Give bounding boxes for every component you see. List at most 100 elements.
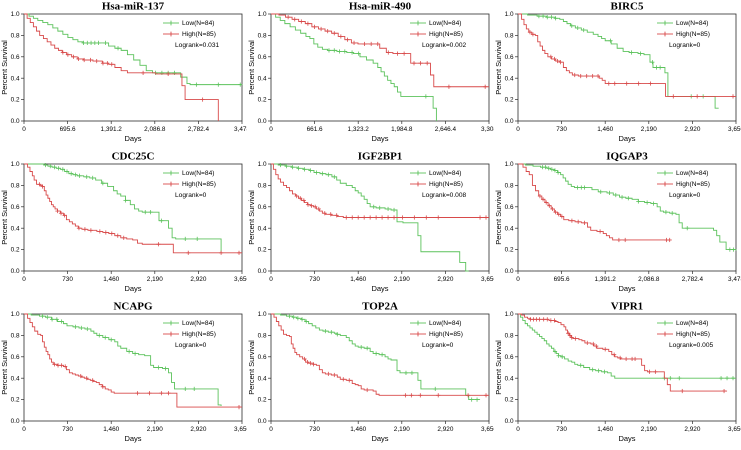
x-tick-label: 695.6 [554,276,570,283]
km-panel-top2a: TOP2A 1.0 0.8 0.6 0.4 0.2 0.0 0 730 1,460 2,190 2,9… [247,300,494,450]
km-panel-birc5: BIRC5 1.0 0.8 0.6 0.4 0.2 0.0 0 730 1,460 2,190 2,9… [494,0,741,150]
x-tick-label: 2,190 [394,426,410,433]
km-chart-hsa-mir-137: Hsa-miR-137 1.0 0.8 0.6 0.4 0.2 0.00 695.6 1,391… [0,1,247,144]
y-tick-label: 0.2 [505,397,514,404]
x-tick-label: 730 [309,426,320,433]
x-tick-label: 3,650 [728,126,741,133]
legend-high-label: High(N=85) [676,331,710,338]
y-tick-label: 1.0 [258,161,267,168]
logrank-label: Logrank=0 [669,42,701,49]
x-tick-label: 1,460 [103,426,119,433]
censor-marks-high [60,50,205,102]
x-tick-label: 0 [516,276,520,283]
km-chart-hsa-mir-490: Hsa-miR-490 1.0 0.8 0.6 0.4 0.2 0.00 661.6 1,323… [247,1,494,144]
legend-low-label: Low(N=84) [182,170,214,177]
y-tick-label: 0.4 [505,225,514,232]
censor-marks-low [540,165,736,252]
legend-marker-low-icon [657,20,673,26]
legend: Low(N=84) High(N=85) Logrank=0 [410,320,463,349]
plot-border [23,163,243,272]
x-tick-label: 2,920 [684,126,700,133]
censor-marks-low [40,314,197,391]
censor-marks-high [528,317,727,394]
x-axis-label: Days [618,434,635,443]
km-chart-vipr1: VIPR1 1.0 0.8 0.6 0.4 0.2 0.00 730 1,460 2,190 2,9… [494,301,741,444]
survival-curve-low [24,313,222,407]
x-axis-label: Days [124,284,141,293]
x-tick-label: 1,460 [597,426,613,433]
survival-curve-low [271,313,481,401]
y-tick-label: 0.8 [258,33,267,40]
x-tick-label: 2,190 [641,126,657,133]
x-tick-label: 2,920 [437,276,453,283]
legend-high-label: High(N=85) [429,331,463,338]
km-panel-vipr1: VIPR1 1.0 0.8 0.6 0.4 0.2 0.0 0 730 1,460 2,190 2,9… [494,300,741,450]
y-tick-label: 0.2 [258,97,267,104]
x-axis-label: Days [124,134,141,143]
y-tick-label: 1.0 [505,161,514,168]
y-tick-label: 0.8 [258,333,267,340]
legend-marker-low-icon [410,20,426,26]
y-tick-label: 0.8 [505,33,514,40]
y-tick-label: 0.6 [505,54,514,61]
y-tick-label: 1.0 [11,11,20,18]
legend-marker-low-icon [163,320,179,326]
km-chart-iqgap3: IQGAP3 1.0 0.8 0.6 0.4 0.2 0.00 695.6 1,391.2 2,0… [494,151,741,294]
x-tick-label: 2,782.4 [682,276,704,283]
y-tick-label: 1.0 [258,11,267,18]
x-tick-label: 730 [62,426,73,433]
x-tick-label: 2,190 [147,426,163,433]
legend-marker-low-icon [657,320,673,326]
x-tick-label: 0 [22,126,26,133]
y-axis-label: Percent Survival [247,190,256,245]
y-tick-label: 0.8 [505,333,514,340]
legend-marker-high-icon [163,31,179,37]
legend: Low(N=84) High(N=85) Logrank=0 [163,170,216,199]
y-tick-label: 0.4 [11,225,20,232]
legend-marker-low-icon [410,320,426,326]
survival-curve-high [24,313,242,408]
legend-low-label: Low(N=84) [676,20,708,27]
x-tick-label: 3,650 [234,426,247,433]
legend: Low(N=84) High(N=85) Logrank=0 [657,170,710,199]
x-axis-label: Days [371,134,388,143]
legend-high-label: High(N=85) [676,31,710,38]
panel-title: VIPR1 [611,301,643,313]
x-tick-label: 2,920 [190,276,206,283]
legend: Low(N=84) High(N=85) Logrank=0.002 [410,20,467,49]
x-tick-label: 0 [22,426,26,433]
x-tick-label: 1,460 [597,126,613,133]
legend-low-label: Low(N=84) [676,320,708,327]
y-tick-label: 0.6 [505,354,514,361]
y-axis-label: Percent Survival [247,40,256,95]
censor-marks-high [537,194,672,243]
censor-marks-low [552,349,736,381]
legend-low-label: Low(N=84) [182,320,214,327]
x-tick-label: 3,478 [728,276,741,283]
x-tick-label: 3,650 [481,276,494,283]
y-tick-label: 1.0 [258,311,267,318]
x-tick-label: 661.6 [307,126,323,133]
legend-marker-high-icon [410,331,426,337]
legend: Low(N=84) High(N=85) Logrank=0 [163,320,216,349]
plot-border [517,313,737,422]
y-axis-label: Percent Survival [0,40,9,95]
legend: Low(N=84) High(N=85) Logrank=0.008 [410,170,467,199]
y-tick-label: 0.2 [11,247,20,254]
y-tick-label: 0.0 [258,118,267,125]
plot-border [23,313,243,422]
censor-marks-high [37,182,242,255]
km-chart-ncapg: NCAPG 1.0 0.8 0.6 0.4 0.2 0.00 730 1,460 2,190 2,9… [0,301,247,444]
y-tick-label: 0.6 [11,204,20,211]
plot-border [23,13,243,122]
panel-title: Hsa-miR-137 [102,1,165,13]
survival-curve-low [518,13,719,109]
censor-marks-high [302,356,489,398]
y-tick-label: 0.4 [258,225,267,232]
logrank-label: Logrank=0 [422,342,454,349]
y-axis-label: Percent Survival [494,340,503,395]
y-tick-label: 0.6 [258,54,267,61]
x-tick-label: 730 [556,126,567,133]
km-panel-igf2bp1: IGF2BP1 1.0 0.8 0.6 0.4 0.2 0.0 0 730 1,460 2,190 2… [247,150,494,300]
km-panel-hsa-mir-490: Hsa-miR-490 1.0 0.8 0.6 0.4 0.2 0.0 0 661.6 1,323… [247,0,494,150]
